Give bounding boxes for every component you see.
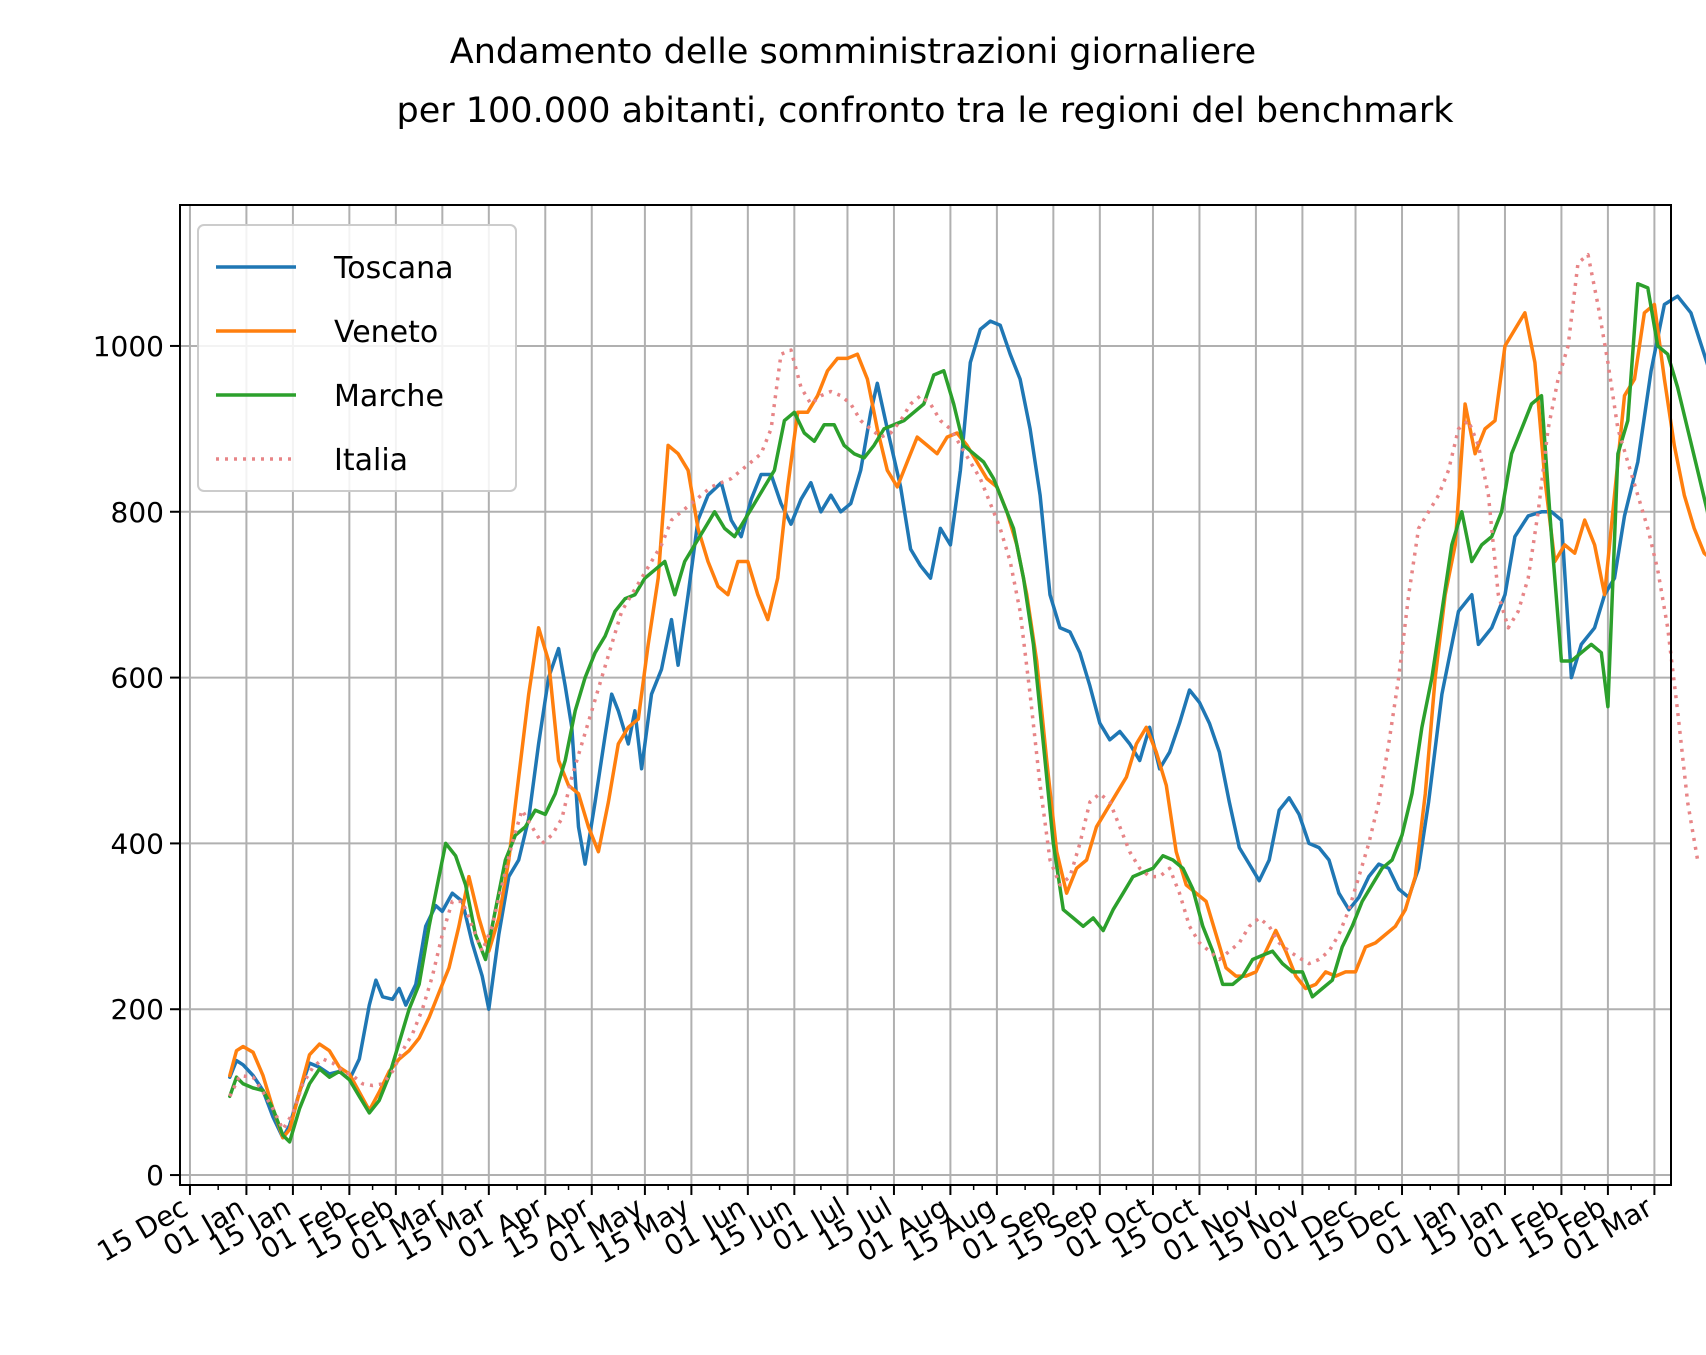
y-tick-label: 800 [111, 496, 164, 529]
legend-label-veneto: Veneto [334, 315, 438, 350]
series-layer [228, 252, 1706, 1144]
y-tick-label: 200 [111, 993, 164, 1026]
y-tick-label: 600 [111, 662, 164, 695]
chart-title-line-1: Andamento delle somministrazioni giornal… [450, 32, 1256, 72]
legend: Toscana Veneto Marche Italia [197, 224, 517, 492]
series-line-marche [228, 282, 1706, 1144]
y-axis: 0 200 400 600 800 1000 [93, 330, 180, 1192]
y-tick-label: 0 [146, 1159, 164, 1192]
legend-label-marche: Marche [334, 379, 444, 414]
plot-frame [179, 204, 1672, 1186]
y-tick-label: 1000 [93, 330, 164, 363]
y-tick-label: 400 [111, 827, 164, 860]
legend-label-toscana: Toscana [333, 251, 454, 286]
legend-label-italia: Italia [334, 443, 408, 478]
series-line-toscana [228, 294, 1706, 1140]
legend-box [197, 224, 517, 492]
chart-title-line-2: per 100.000 abitanti, confronto tra le r… [397, 91, 1455, 131]
